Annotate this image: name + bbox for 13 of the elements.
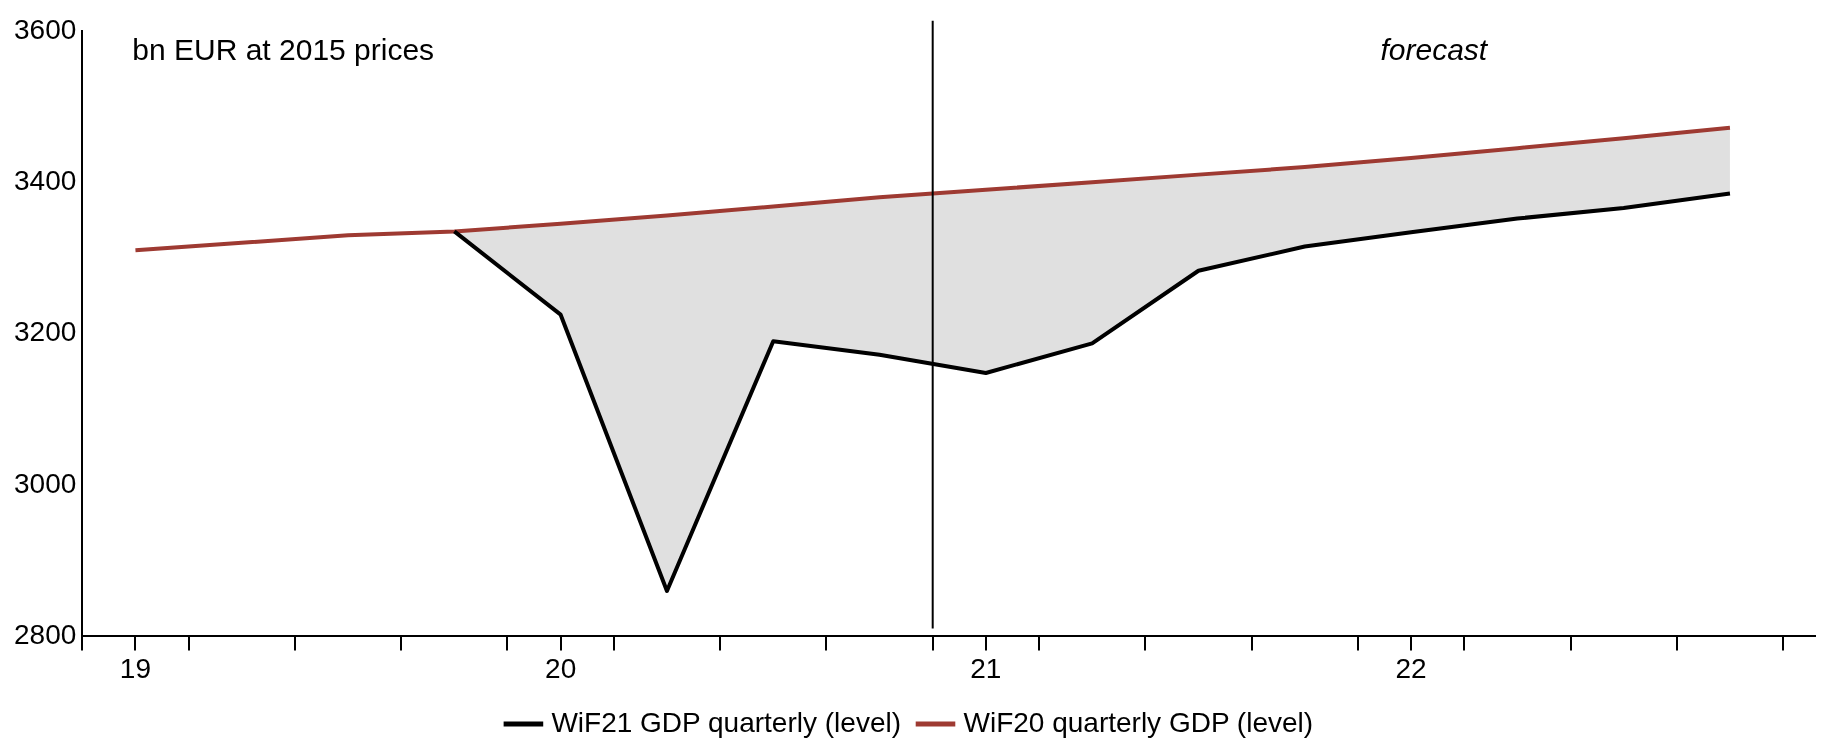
x-tick-label: 19 <box>119 652 152 684</box>
y-tick-label: 3000 <box>13 467 77 499</box>
annotation: forecast <box>1380 33 1489 67</box>
y-tick-label: 3200 <box>13 316 77 348</box>
x-tick-label: 22 <box>1395 652 1427 684</box>
y-tick-label: 3600 <box>13 13 77 45</box>
x-tick-label: 21 <box>970 652 1002 684</box>
annotation: bn EUR at 2015 prices <box>132 33 435 67</box>
legend-label: WiF20 quarterly GDP (level) <box>963 706 1314 738</box>
legend-label: WiF21 GDP quarterly (level) <box>551 706 901 738</box>
y-tick-label: 2800 <box>13 619 77 651</box>
x-tick-label: 20 <box>545 652 577 684</box>
y-tick-label: 3400 <box>13 164 77 196</box>
